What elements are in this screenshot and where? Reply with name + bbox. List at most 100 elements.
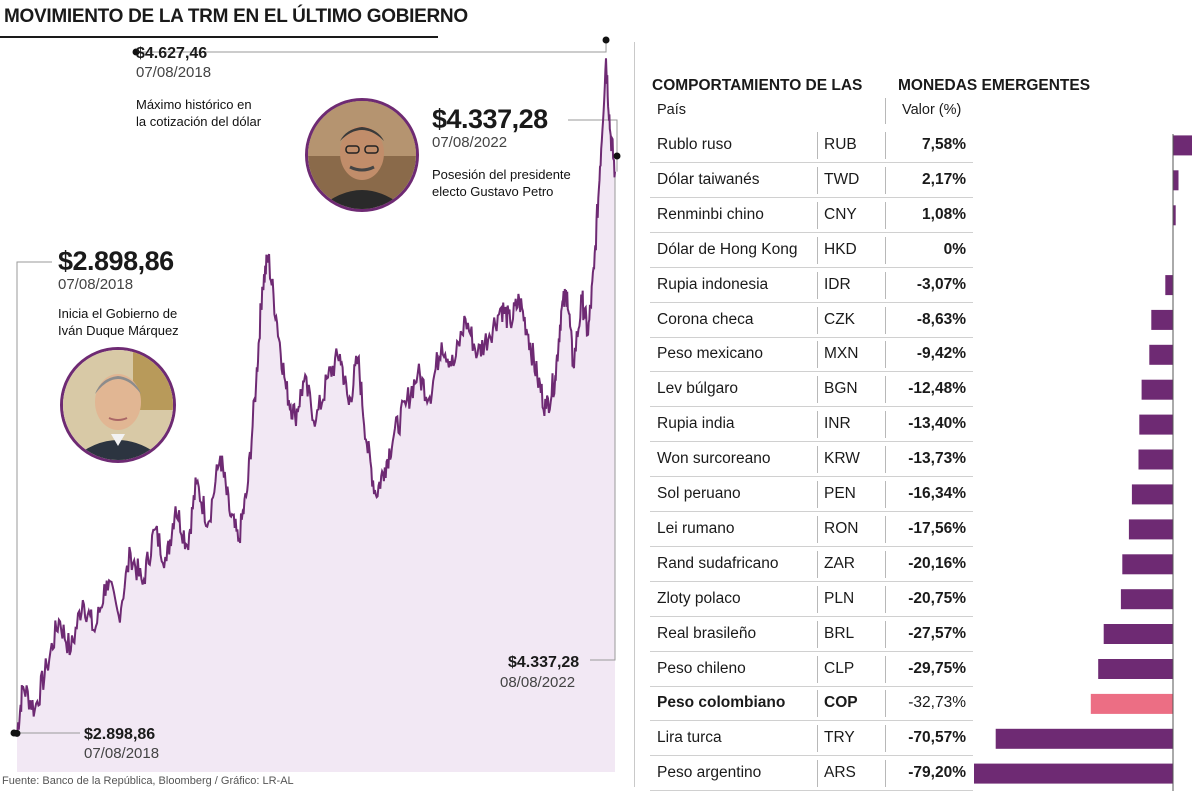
currency-code: BRL: [824, 624, 855, 642]
change-value: -3,07%: [916, 275, 966, 293]
row-divider: [650, 511, 973, 512]
country-name: Lev búlgaro: [657, 380, 739, 398]
currency-code: PLN: [824, 589, 855, 607]
currency-code: TWD: [824, 170, 860, 188]
column-separator: [817, 620, 818, 648]
column-separator: [817, 271, 818, 299]
bar-cop: [1090, 693, 1173, 714]
table-row: Corona checa CZK -8,63%: [650, 303, 1200, 338]
bar-idr: [1165, 275, 1173, 296]
row-divider: [650, 301, 973, 303]
end-leader-line: [590, 171, 616, 661]
subheader-separator: [885, 98, 886, 124]
peak-dot: [602, 36, 610, 44]
row-divider: [650, 685, 973, 687]
bar-ron: [1128, 519, 1173, 540]
row-divider: [650, 231, 973, 233]
row-divider: [650, 406, 973, 408]
currency-code: ARS: [824, 764, 856, 782]
table-row: Zloty polaco PLN -20,75%: [650, 582, 1200, 617]
column-separator: [885, 201, 886, 229]
petro-date: 07/08/2022: [432, 134, 508, 151]
table-row: Sol peruano PEN -16,34%: [650, 477, 1200, 512]
column-separator: [885, 725, 886, 753]
subheader-value: Valor (%): [902, 102, 962, 118]
column-separator: [885, 341, 886, 369]
duque-portrait-icon: [63, 350, 173, 460]
bar-krw: [1138, 449, 1173, 470]
currency-code: PEN: [824, 485, 856, 502]
subheader-country: País: [657, 102, 687, 118]
table-row: Lev búlgaro BGN -12,48%: [650, 372, 1200, 408]
change-value: -9,42%: [916, 345, 966, 363]
change-value: 2,17%: [922, 170, 966, 188]
currency-code: IDR: [824, 275, 851, 293]
country-name: Renminbi chino: [657, 205, 764, 223]
trm-line-chart: [10, 36, 621, 773]
peak-leader-line: [136, 40, 607, 53]
bar-czk: [1151, 309, 1173, 330]
currency-code: ZAR: [824, 554, 855, 572]
trm-line-series: [16, 58, 616, 734]
table-row: Real brasileño BRL -27,57%: [650, 617, 1200, 652]
bar-cny: [1173, 205, 1176, 226]
currency-code: BGN: [824, 380, 858, 398]
petro-note-line2: electo Gustavo Petro: [432, 184, 554, 199]
table-row: Rupia india INR -13,40%: [650, 407, 1200, 443]
bar-twd: [1173, 170, 1179, 191]
bar-try: [995, 728, 1173, 749]
peak-label-dot: [132, 48, 140, 56]
column-separator: [817, 306, 818, 334]
country-name: Lei rumano: [657, 519, 735, 537]
start-date: 07/08/2018: [84, 745, 160, 762]
change-value: 7,58%: [922, 136, 966, 153]
column-separator: [885, 411, 886, 439]
start-label-dot: [10, 729, 18, 737]
currency-code: CLP: [824, 659, 855, 677]
column-separator: [885, 132, 886, 159]
peak-note-line1: Máximo histórico en: [136, 97, 252, 112]
column-separator: [817, 132, 818, 159]
change-value: -70,57%: [908, 729, 966, 747]
country-name: Peso argentino: [657, 764, 762, 782]
petro-note-line1: Posesión del presidente: [432, 167, 571, 182]
row-divider: [650, 441, 973, 443]
column-separator: [885, 236, 886, 264]
column-separator: [885, 515, 886, 543]
table-row: Dólar taiwanés TWD 2,17%: [650, 163, 1200, 198]
column-separator: [817, 446, 818, 474]
petro-photo: [305, 98, 419, 212]
table-row: Peso colombiano COP -32,73%: [650, 686, 1200, 722]
row-divider: [650, 615, 973, 617]
table-row: Peso chileno CLP -29,75%: [650, 652, 1200, 687]
change-value: 0%: [943, 240, 966, 258]
row-divider: [650, 371, 973, 373]
change-value: -8,63%: [916, 310, 966, 328]
change-value: -32,73%: [908, 694, 966, 712]
change-value: -16,34%: [908, 485, 966, 502]
column-separator: [885, 166, 886, 194]
bar-pln: [1120, 589, 1173, 610]
column-separator: [817, 481, 818, 508]
bar-brl: [1103, 624, 1173, 644]
bar-rub: [1173, 135, 1192, 156]
table-row: Lei rumano RON -17,56%: [650, 512, 1200, 547]
column-separator: [817, 201, 818, 229]
duque-photo: [60, 347, 176, 463]
row-divider: [650, 650, 973, 652]
peak-date: 07/08/2018: [136, 64, 212, 81]
column-separator: [817, 515, 818, 543]
column-separator: [885, 271, 886, 299]
currency-code: HKD: [824, 240, 857, 258]
table-row: Renminbi chino CNY 1,08%: [650, 198, 1200, 233]
currency-code: CNY: [824, 205, 857, 223]
column-separator: [885, 376, 886, 404]
change-value: -13,40%: [908, 415, 966, 433]
country-name: Dólar de Hong Kong: [657, 240, 798, 258]
country-name: Rand sudafricano: [657, 554, 779, 572]
country-name: Rupia indonesia: [657, 275, 769, 293]
row-divider: [650, 755, 973, 757]
bar-mxn: [1149, 344, 1173, 365]
column-separator: [885, 585, 886, 613]
